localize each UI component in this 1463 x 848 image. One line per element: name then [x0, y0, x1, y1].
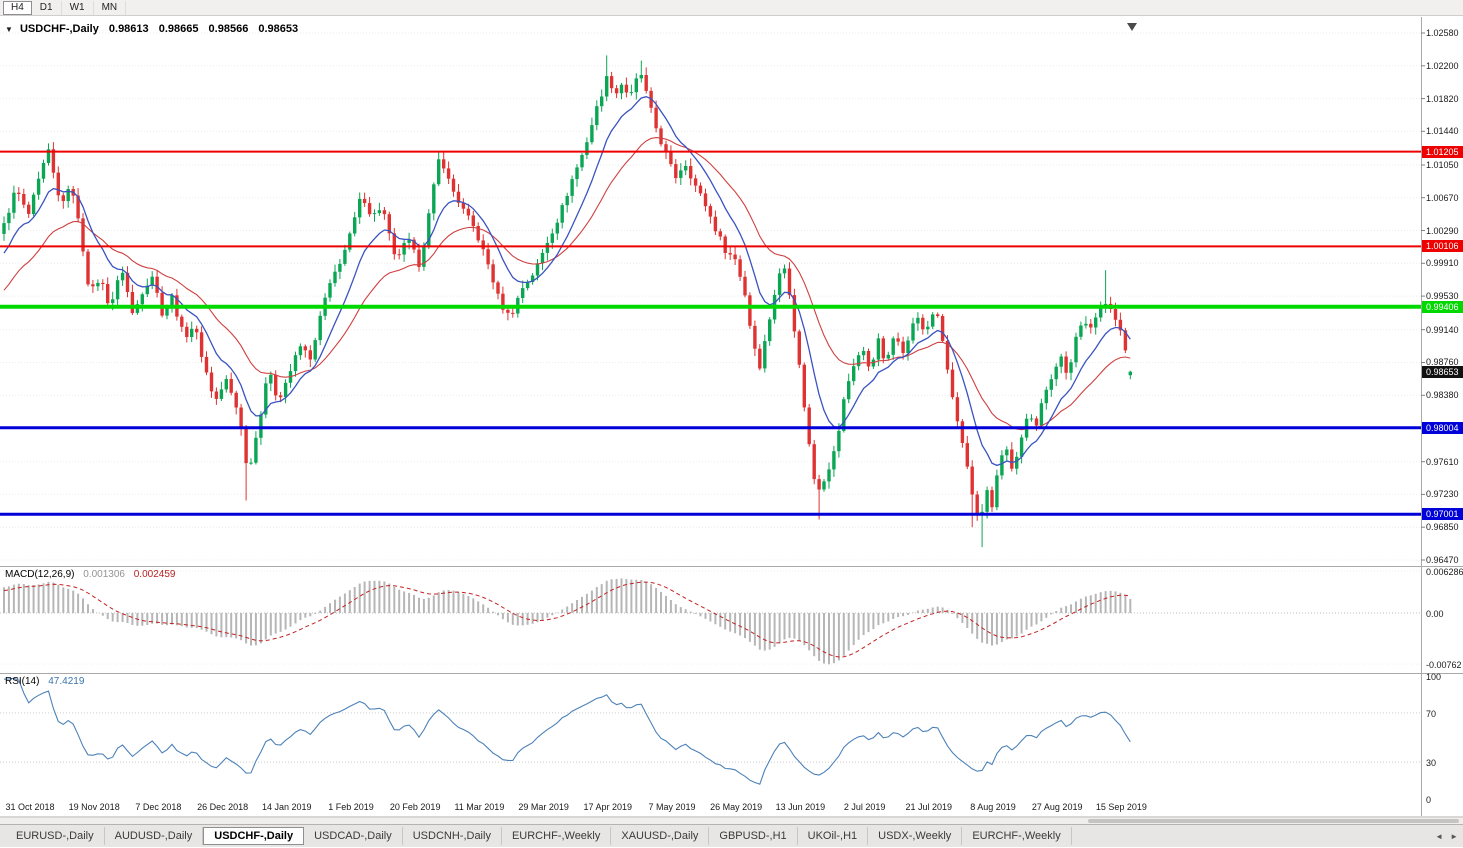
ohlc-close: 0.98653: [258, 23, 299, 35]
candlesticks: [2, 55, 1132, 548]
macd-indicator-label: MACD(12,26,9) 0.001306 0.002459: [5, 569, 175, 580]
date-label: 26 Dec 2018: [197, 802, 249, 812]
date-label: 21 Jul 2019: [905, 802, 953, 812]
date-label: 27 Aug 2019: [1031, 802, 1083, 812]
date-label: 2 Jul 2019: [843, 802, 886, 812]
time-axis[interactable]: 31 Oct 2018 19 Nov 2018 7 Dec 2018 26 Dec 2…: [0, 800, 1421, 816]
rsi-indicator-label: RSI(14) 47.4219: [5, 676, 84, 687]
tab-eurusd-daily[interactable]: EURUSD-,Daily: [6, 827, 105, 845]
price-tick: 0.99910: [1426, 258, 1459, 269]
macd-axis-label: -0.00762: [1426, 660, 1462, 671]
level-price-badge: 1.01205: [1422, 145, 1463, 158]
support-resistance-lines[interactable]: [0, 150, 1421, 516]
price-tick: 1.01050: [1426, 159, 1459, 170]
level-price-badge: 0.98004: [1422, 421, 1463, 434]
chart-shift-marker[interactable]: [1127, 23, 1137, 31]
date-label: 26 May 2019: [710, 802, 763, 812]
date-label: 19 Nov 2018: [68, 802, 120, 812]
tab-ukoil-h1[interactable]: UKOil-,H1: [798, 827, 869, 845]
level-price-badge: 0.97001: [1422, 508, 1463, 521]
macd-axis-label: 0.00: [1426, 609, 1444, 619]
chart-plot[interactable]: [0, 0, 1463, 817]
tab-gbpusd-h1[interactable]: GBPUSD-,H1: [709, 827, 798, 845]
date-label: 17 Apr 2019: [583, 802, 633, 812]
timeframe-button-d1[interactable]: D1: [32, 0, 62, 15]
rsi-axis-label: 30: [1426, 758, 1437, 769]
tab-usdchf-daily[interactable]: USDCHF-,Daily: [203, 827, 305, 845]
date-label: 7 May 2019: [648, 802, 696, 812]
price-tick: 0.97230: [1426, 489, 1459, 500]
rsi-value: 47.4219: [48, 676, 85, 687]
price-tick: 1.01820: [1426, 93, 1459, 104]
price-gridlines: [0, 32, 1421, 561]
horizontal-scrollbar[interactable]: [0, 817, 1463, 824]
tabs-scroll-left-icon[interactable]: ◄: [1435, 832, 1444, 841]
level-price-badge: 1.00106: [1422, 240, 1463, 253]
level-price-badge: 0.99406: [1422, 300, 1463, 313]
tab-usdx-weekly[interactable]: USDX-,Weekly: [868, 827, 963, 845]
macd-signal-value: 0.002459: [133, 569, 176, 580]
timeframe-button-w1[interactable]: W1: [62, 0, 94, 15]
price-tick: 0.99530: [1426, 291, 1459, 302]
price-tick: 1.02200: [1426, 60, 1459, 71]
date-label: 20 Feb 2019: [389, 802, 441, 812]
macd-pane: [0, 570, 1421, 665]
date-label: 8 Aug 2019: [970, 802, 1016, 812]
chart-tabs-bar: EURUSD-,Daily AUDUSD-,Daily USDCHF-,Daily U…: [0, 824, 1463, 847]
date-label: 31 Oct 2018: [5, 802, 55, 812]
rsi-name: RSI(14): [5, 676, 40, 687]
scrollbar-thumb[interactable]: [1088, 819, 1459, 823]
price-tick: 0.98380: [1426, 390, 1459, 401]
tab-usdcad-daily[interactable]: USDCAD-,Daily: [304, 827, 403, 845]
macd-axis-label: 0.006286: [1426, 566, 1463, 577]
symbol-title: USDCHF-,Daily: [19, 23, 99, 35]
symbol-dropdown-icon[interactable]: ▼: [5, 25, 13, 34]
price-tick: 0.96850: [1426, 522, 1459, 533]
timeframe-button-h4[interactable]: H4: [3, 0, 32, 15]
rsi-pane: [0, 677, 1421, 785]
macd-hist-value: 0.001306: [83, 569, 125, 580]
pane-separators: [0, 17, 1463, 817]
chart-ohlc-header: ▼ USDCHF-,Daily 0.98613 0.98665 0.98566 …: [5, 23, 298, 35]
date-label: 14 Jan 2019: [262, 802, 312, 812]
price-axis[interactable]: 1.02580 1.02200 1.01820 1.01440 1.01050 1.006…: [1422, 17, 1463, 816]
price-tick: 0.97610: [1426, 456, 1459, 467]
macd-name: MACD(12,26,9): [5, 569, 75, 580]
price-tick: 0.98760: [1426, 357, 1459, 368]
date-label: 1 Feb 2019: [328, 802, 374, 812]
price-tick: 0.96470: [1426, 555, 1459, 565]
timeframe-toolbar: H4 D1 W1 MN: [0, 0, 1463, 16]
date-label: 7 Dec 2018: [135, 802, 182, 812]
tab-xauusd-daily[interactable]: XAUUSD-,Daily: [611, 827, 710, 845]
price-tick: 1.00290: [1426, 225, 1459, 236]
rsi-axis-label: 0: [1426, 795, 1432, 805]
tabs-scroll-right-icon[interactable]: ►: [1450, 832, 1458, 841]
price-tick: 0.99140: [1426, 324, 1459, 335]
date-label: 13 Jun 2019: [775, 802, 826, 812]
current-price-badge: 0.98653: [1422, 365, 1463, 378]
tab-usdcnh-daily[interactable]: USDCNH-,Daily: [403, 827, 502, 845]
rsi-axis-label: 70: [1426, 708, 1437, 719]
ohlc-low: 0.98566: [208, 23, 249, 35]
date-label: 29 Mar 2019: [518, 802, 569, 812]
tab-eurchf-weekly[interactable]: EURCHF-,Weekly: [502, 827, 612, 845]
date-label: 15 Sep 2019: [1095, 802, 1147, 812]
rsi-axis-label: 100: [1426, 672, 1442, 682]
tab-audusd-daily[interactable]: AUDUSD-,Daily: [105, 827, 204, 845]
tab-scroll-controls: ◄ ►: [1435, 825, 1458, 848]
moving-average-lines: [3, 96, 1131, 467]
price-tick: 1.02580: [1426, 28, 1459, 38]
price-tick: 1.00670: [1426, 192, 1459, 203]
timeframe-button-mn[interactable]: MN: [94, 0, 127, 15]
price-tick: 1.01440: [1426, 126, 1459, 137]
date-label: 11 Mar 2019: [454, 802, 505, 812]
tab-eurchf-weekly[interactable]: EURCHF-,Weekly: [962, 827, 1072, 845]
ohlc-open: 0.98613: [108, 23, 149, 35]
ohlc-high: 0.98665: [158, 23, 199, 35]
